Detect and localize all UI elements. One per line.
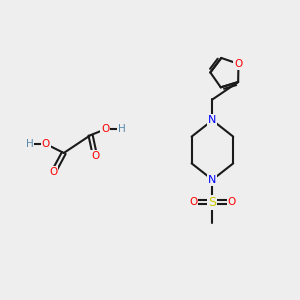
Text: O: O	[101, 124, 110, 134]
Text: O: O	[42, 139, 50, 149]
Text: N: N	[208, 115, 217, 125]
Text: O: O	[189, 197, 197, 207]
Text: O: O	[49, 167, 58, 177]
Text: H: H	[118, 124, 126, 134]
Text: H: H	[26, 139, 34, 149]
Text: O: O	[228, 197, 236, 207]
Text: N: N	[208, 175, 217, 185]
Text: O: O	[234, 59, 243, 69]
Text: S: S	[208, 196, 216, 208]
Text: O: O	[91, 151, 99, 161]
